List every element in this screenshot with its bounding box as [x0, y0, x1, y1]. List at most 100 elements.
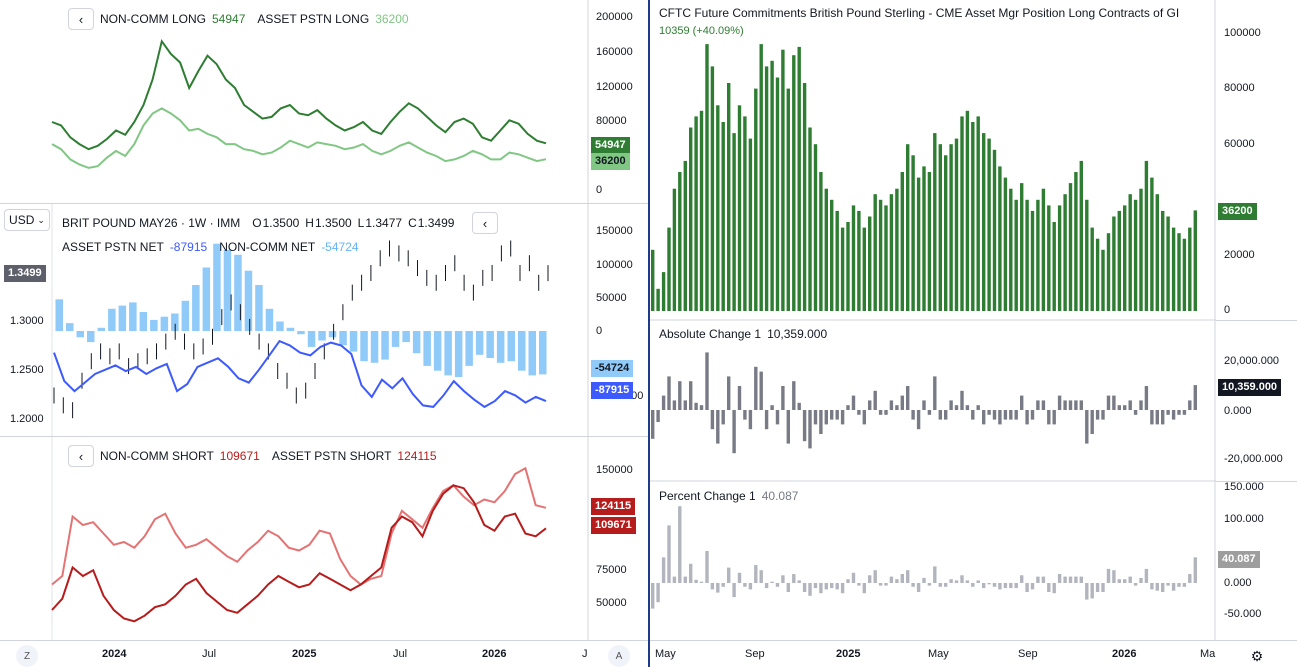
asset-mgr-long-bar — [960, 116, 964, 312]
price-tag: 1.3499 — [4, 265, 46, 282]
time-axis-label: Jul — [202, 648, 217, 660]
asset-mgr-long-bar — [1025, 199, 1029, 311]
asset-mgr-long-bar — [1063, 194, 1067, 311]
pct-change-bar — [900, 574, 904, 583]
non-comm-net-bar — [328, 331, 337, 338]
pct-change-bar — [1101, 583, 1105, 592]
abs-change-bar — [1090, 410, 1094, 434]
asset-mgr-long-bar — [998, 166, 1002, 311]
asset-mgr-long-bar — [835, 210, 839, 311]
pct-change-bar — [830, 583, 834, 589]
chart-title: CFTC Future Commitments British Pound St… — [659, 6, 1180, 20]
abs-change-bar — [754, 366, 758, 410]
pct-change-bar — [1036, 576, 1040, 583]
abs-change-bar — [982, 410, 986, 425]
abs-change-bar — [965, 405, 970, 410]
legend-series-value: 36200 — [375, 12, 409, 26]
pct-change-bar — [949, 579, 953, 583]
non-comm-net-bar — [539, 331, 547, 375]
indicator-name: Absolute Change 1 — [659, 327, 762, 341]
asset-mgr-long-bar — [846, 222, 850, 311]
price-tick-label: 1.2500 — [10, 364, 44, 376]
pct-change-bar — [786, 583, 790, 592]
abs-change-bar — [1036, 400, 1040, 410]
asset-mgr-long-bar — [797, 46, 801, 312]
asset-mgr-long-bar — [764, 66, 769, 312]
pct-change-bar — [1150, 583, 1154, 590]
asset-mgr-long-bar — [857, 210, 861, 311]
y-tick-label: 100000 — [1224, 27, 1261, 39]
collapse-legend-button[interactable]: ‹ — [68, 445, 94, 467]
abs-change-bar — [954, 405, 959, 410]
asset-mgr-long-bar — [976, 116, 980, 312]
collapse-legend-button[interactable]: ‹ — [68, 8, 94, 30]
last-value-tag: 54947 — [591, 137, 630, 154]
abs-change-bar — [927, 410, 932, 415]
non-comm-net-bar — [87, 331, 95, 343]
non-comm-net-bar — [402, 331, 410, 343]
asset-mgr-long-bar — [965, 110, 970, 311]
abs-change-bar — [770, 405, 774, 410]
asset-mgr-long-bar — [949, 144, 953, 311]
non-comm-net-bar — [381, 331, 389, 360]
asset-mgr-long-bar — [873, 194, 877, 311]
bottom-pane-chart — [51, 437, 589, 640]
asset-mgr-long-bar — [1090, 227, 1094, 311]
asset-mgr-long-bar — [992, 149, 997, 311]
pct-change-bar — [1030, 583, 1035, 590]
non-comm-net-bar — [444, 331, 452, 376]
abs-change-bar — [1020, 395, 1024, 410]
auto-scale-button[interactable]: A — [608, 645, 630, 667]
collapse-legend-button[interactable]: ‹ — [472, 212, 498, 234]
pane-separator[interactable] — [1216, 481, 1297, 482]
pct-change-bar — [743, 583, 747, 587]
asset-pstn-short-line — [51, 466, 547, 586]
timezone-button[interactable]: Z — [16, 645, 38, 667]
asset-mgr-long-bar — [971, 122, 975, 311]
pct-change-bar — [1085, 583, 1089, 600]
abs-change-bar — [1128, 400, 1132, 410]
pct-change-bar — [699, 581, 704, 583]
pct-change-bar — [1068, 576, 1073, 583]
non-comm-net-bar — [160, 316, 169, 331]
pct-change-bar — [656, 583, 660, 603]
last-value-tag: 36200 — [1218, 203, 1257, 220]
pct-change-bar — [987, 583, 991, 585]
indicator-value: 40.087 — [761, 489, 799, 503]
panel-divider[interactable] — [648, 0, 650, 667]
abs-change-bar — [1161, 410, 1165, 425]
abs-change-bar — [987, 410, 991, 415]
abs-change-bar — [998, 410, 1002, 425]
symbol-legend: BRIT POUND MAY26 · 1W · IMM O 1.3500 H 1.3… — [62, 216, 454, 230]
abs-change-bar — [949, 400, 953, 410]
abs-change-bar — [1014, 410, 1018, 420]
top-pane-chart — [0, 0, 589, 203]
pct-change-bar — [1133, 583, 1138, 586]
abs-change-bar — [1030, 410, 1035, 420]
asset-mgr-long-bar — [1085, 199, 1089, 311]
pct-change-bar — [1155, 583, 1159, 591]
pane-separator[interactable] — [0, 436, 648, 437]
non-comm-net-bar — [297, 331, 305, 335]
non-comm-net-bar — [255, 285, 263, 331]
y-tick-label: 150000 — [596, 225, 633, 237]
y-tick-label: 75000 — [596, 564, 627, 576]
asset-mgr-long-bar — [775, 77, 780, 311]
abs-change-bar — [797, 402, 801, 410]
pane-separator[interactable] — [0, 203, 648, 204]
y-tick-label: -50.000 — [1224, 608, 1262, 620]
abs-change-bar — [792, 381, 796, 410]
abs-change-bar — [1144, 386, 1149, 410]
indicator-name: Percent Change 1 — [659, 489, 756, 503]
pct-change-bar — [710, 583, 715, 590]
currency-selector[interactable]: USD ⌄ — [4, 209, 50, 231]
asset-mgr-long-bar — [1171, 227, 1176, 311]
pct-change-bar — [716, 583, 720, 593]
asset-mgr-long-bar — [1036, 199, 1040, 311]
gear-icon[interactable]: ⚙ — [1250, 647, 1264, 664]
pane-separator[interactable] — [1216, 320, 1297, 321]
abs-change-bar — [1139, 400, 1143, 410]
pct-change-bar — [873, 570, 877, 583]
abs-change-bar — [802, 410, 807, 442]
non-comm-net-bar — [433, 331, 442, 371]
